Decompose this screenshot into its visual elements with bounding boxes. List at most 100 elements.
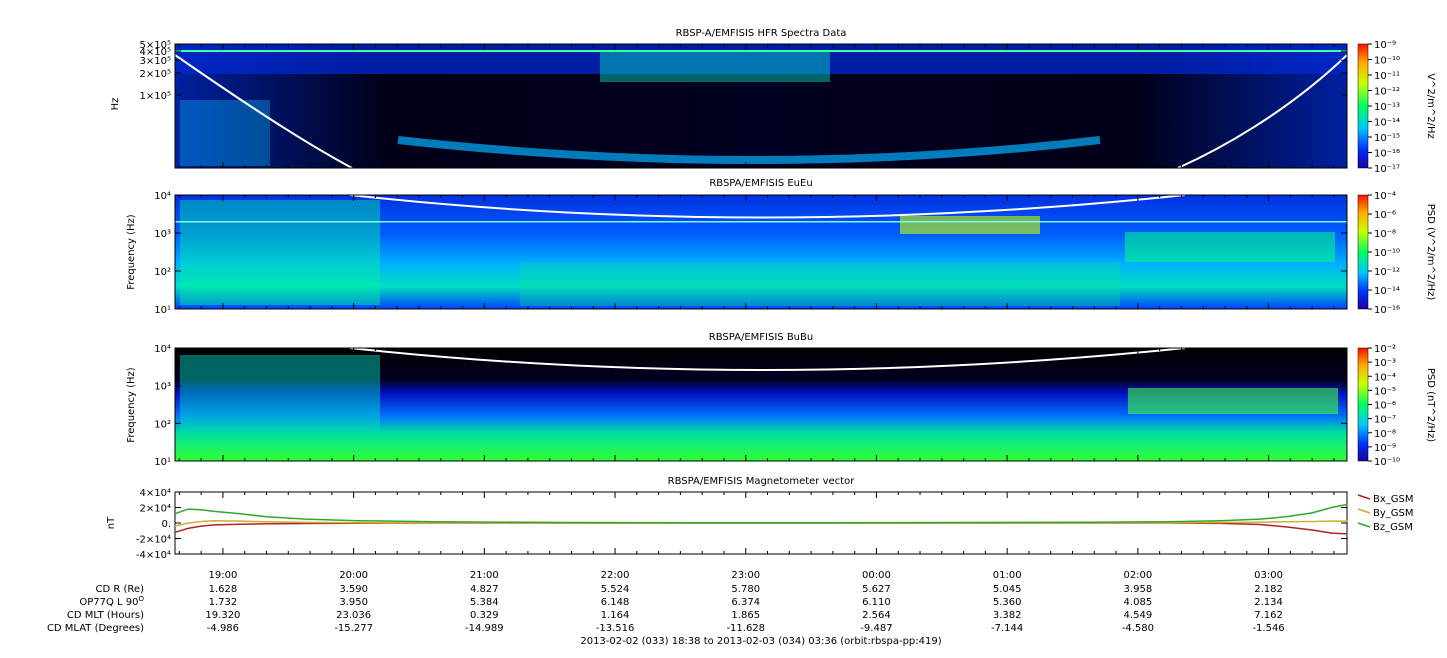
colorbar-tick-label: 10⁻⁶ [1374, 401, 1396, 412]
ephemeris-value: -1.546 [1252, 623, 1284, 634]
colorbar-tick-label: 10⁻¹² [1374, 87, 1400, 98]
panel3-spectrogram [175, 347, 1347, 461]
colorbar-tick-label: 10⁻¹² [1374, 267, 1400, 278]
ephemeris-row-label: OP77Q L 90O [79, 595, 144, 608]
ephemeris-value: 4.085 [1124, 597, 1153, 608]
panel3-frame [174, 347, 1348, 462]
ephemeris-value: 2.182 [1254, 584, 1283, 595]
ephemeris-value: 1.865 [731, 610, 760, 621]
panel2-colorbar [1357, 194, 1369, 310]
colorbar-tick-label: 10⁻¹⁰ [1374, 457, 1400, 468]
colorbar-tick-label: 10⁻⁸ [1374, 229, 1396, 240]
colorbar-tick-label: 10⁻³ [1374, 358, 1396, 369]
time-range-footer: 2013-02-02 (033) 18:38 to 2013-02-03 (03… [580, 636, 941, 647]
y-tick-label: 10³ [154, 229, 171, 240]
colorbar-tick-label: 10⁻² [1374, 344, 1396, 355]
ephemeris-value: -9.487 [860, 623, 892, 634]
x-tick-label: 01:00 [993, 570, 1022, 581]
ephemeris-table: CD R (Re) 1.628 3.590 4.827 5.524 5.780 5.627 5… [47, 584, 1285, 634]
panel3-emission-left [180, 355, 380, 430]
y-tick-label: -4×10⁴ [136, 550, 171, 561]
panel4-series-lines [174, 503, 1348, 535]
x-tick-label: 00:00 [862, 570, 891, 581]
panel1-spectrogram [174, 44, 1348, 169]
colorbar-tick-label: 10⁻⁷ [1374, 415, 1396, 426]
panel2-colorbar-ticks: 10⁻⁴ 10⁻⁶ 10⁻⁸ 10⁻¹⁰ 10⁻¹² 10⁻¹⁴ 10⁻¹⁶ [1368, 191, 1400, 316]
ephemeris-value: 6.374 [731, 597, 760, 608]
colorbar-tick-label: 10⁻¹⁰ [1374, 56, 1400, 67]
ephemeris-value: 23.036 [336, 610, 371, 621]
ephemeris-value: 4.549 [1124, 610, 1153, 621]
panel1-arc [397, 136, 1101, 164]
ephemeris-value: 5.524 [601, 584, 630, 595]
panel4-title: RBSPA/EMFISIS Magnetometer vector [668, 476, 856, 487]
ephemeris-value: 1.732 [209, 597, 238, 608]
ephemeris-value: 3.958 [1124, 584, 1153, 595]
panel2-center-band [520, 262, 1120, 306]
ephemeris-value: -11.628 [726, 623, 765, 634]
ephemeris-value: 1.164 [601, 610, 630, 621]
y-tick-label: 5×10⁵ [140, 40, 171, 51]
panel3-emission-right [1128, 388, 1338, 414]
legend-entry: Bz_GSM [1373, 522, 1413, 533]
y-tick-label: 2×10⁵ [140, 69, 171, 80]
panel2-line [175, 221, 1347, 223]
panel1-ylabel: Hz [110, 98, 121, 111]
x-tick-label: 21:00 [470, 570, 499, 581]
ephemeris-value: 3.590 [339, 584, 368, 595]
ephemeris-value: -15.277 [334, 623, 373, 634]
panel3-y-ticks: 10⁴ 10³ 10² 10¹ [154, 344, 1347, 468]
y-tick-label: 0. [161, 519, 171, 530]
panel1-colorbar [1357, 43, 1369, 169]
ephemeris-value: -13.516 [596, 623, 635, 634]
panel3-colorbar-ticks: 10⁻² 10⁻³ 10⁻⁴ 10⁻⁵ 10⁻⁶ 10⁻⁷ 10⁻⁸ 10⁻⁹ 10⁻¹⁰ [1368, 344, 1400, 468]
ephemeris-value: 5.045 [993, 584, 1022, 595]
ephemeris-value: 7.162 [1254, 610, 1283, 621]
panel2-chorus [900, 216, 1040, 234]
ephemeris-value: -4.580 [1122, 623, 1154, 634]
ephemeris-value: 5.627 [862, 584, 891, 595]
y-tick-label: 10³ [154, 382, 171, 393]
ephemeris-value: 0.329 [470, 610, 499, 621]
panel2-title: RBSPA/EMFISIS EuEu [709, 178, 812, 189]
panel1-frame [174, 43, 1348, 169]
panel2-cyclotron-curve [349, 194, 1186, 219]
panel2-spectrogram [175, 194, 1347, 309]
panel2-frame [174, 194, 1348, 310]
panel1-upper-band [175, 44, 1347, 74]
x-tick-label: 02:00 [1123, 570, 1152, 581]
ephemeris-value: 2.564 [862, 610, 891, 621]
colorbar-tick-label: 10⁻⁸ [1374, 429, 1396, 440]
ephemeris-value: 4.827 [470, 584, 499, 595]
colorbar-tick-label: 10⁻¹⁶ [1374, 149, 1400, 160]
x-tick-label: 19:00 [209, 570, 238, 581]
legend-swatch [1357, 508, 1371, 514]
y-tick-label: 10² [154, 267, 171, 278]
y-tick-label: 10⁴ [154, 191, 171, 202]
x-tick-label: 20:00 [339, 570, 368, 581]
ephemeris-value: 5.360 [993, 597, 1022, 608]
y-tick-label: -2×10⁴ [136, 535, 171, 546]
x-tick-label: 23:00 [731, 570, 760, 581]
legend-entry: Bx_GSM [1373, 494, 1414, 505]
ephemeris-value: 5.384 [470, 597, 499, 608]
panel1-colorbar-ticks: 10⁻⁹ 10⁻¹⁰ 10⁻¹¹ 10⁻¹² 10⁻¹³ 10⁻¹⁴ 10⁻¹⁵ 10⁻¹⁶ 1… [1368, 40, 1400, 175]
y-tick-label: 10⁴ [154, 344, 171, 355]
colorbar-tick-label: 10⁻¹⁷ [1374, 164, 1400, 175]
ephemeris-value: 3.950 [339, 597, 368, 608]
panel1-emission-center [600, 52, 830, 82]
legend-swatch [1357, 522, 1371, 528]
panel1-emission-left [180, 100, 270, 166]
ephemeris-row-label: CD MLAT (Degrees) [47, 623, 144, 634]
colorbar-tick-label: 10⁻⁹ [1374, 443, 1396, 454]
y-tick-label: 2×10⁴ [140, 504, 171, 515]
panel3-ylabel: Frequency (Hz) [126, 367, 137, 443]
colorbar-tick-label: 10⁻¹⁰ [1374, 248, 1400, 259]
panel2-zlabel: PSD (V^2/m^2/Hz) [1425, 204, 1436, 301]
panel1-title: RBSP-A/EMFISIS HFR Spectra Data [676, 28, 847, 39]
ephemeris-row-label: CD MLT (Hours) [67, 610, 144, 621]
ephemeris-value: 2.134 [1254, 597, 1283, 608]
panel3-cyclotron-curve [349, 347, 1186, 371]
ephemeris-value: 19.320 [205, 610, 240, 621]
